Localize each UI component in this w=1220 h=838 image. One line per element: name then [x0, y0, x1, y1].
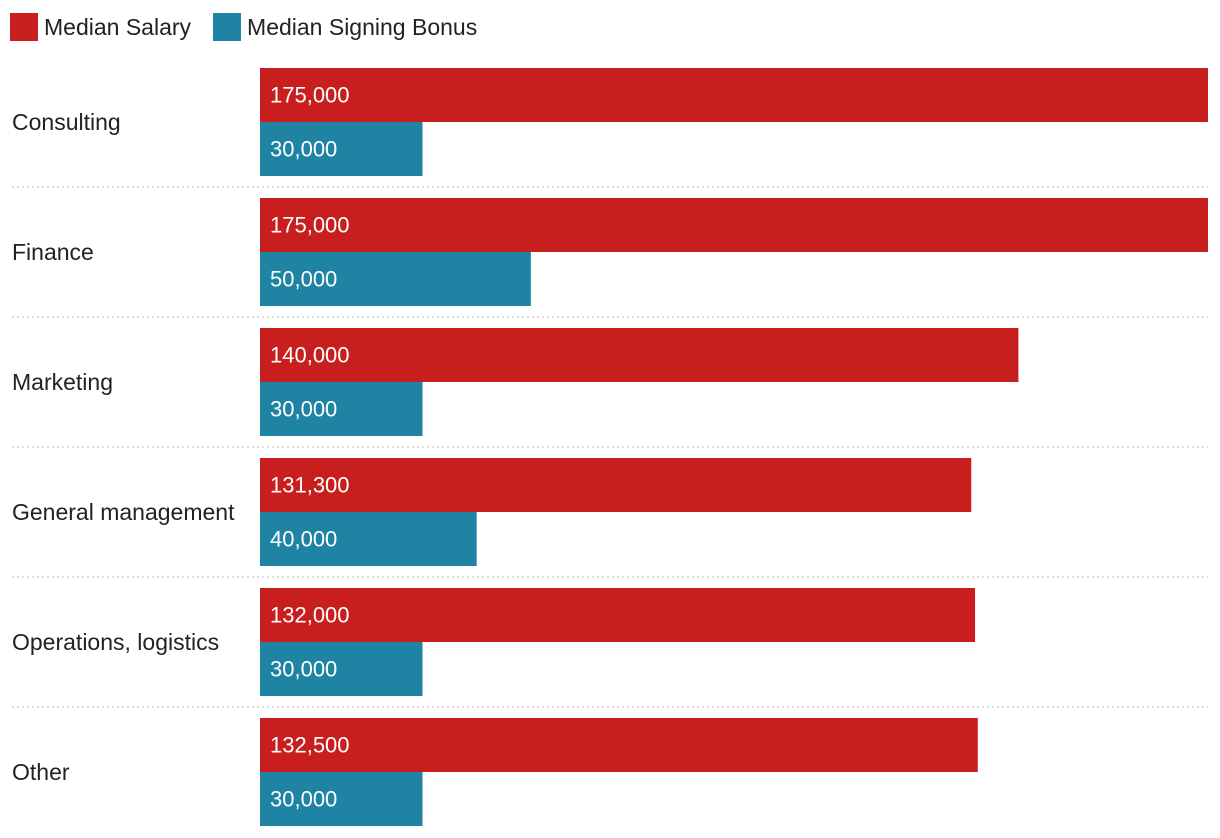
data-label-median-salary-finance: 175,000	[270, 213, 350, 238]
data-label-median-signing-bonus-operations-logistics: 30,000	[270, 657, 337, 682]
bar-median-signing-bonus-finance	[260, 252, 531, 306]
bar-median-salary-operations-logistics	[260, 588, 976, 642]
bar-median-signing-bonus-general-management	[260, 512, 477, 566]
bar-median-salary-finance	[260, 198, 1208, 252]
bar-median-signing-bonus-other	[260, 772, 423, 826]
bar-median-salary-marketing	[260, 328, 1019, 382]
bar-median-salary-other	[260, 718, 978, 772]
data-label-median-signing-bonus-consulting: 30,000	[270, 137, 337, 162]
data-label-median-signing-bonus-other: 30,000	[270, 787, 337, 812]
bar-median-salary-general-management	[260, 458, 972, 512]
data-label-median-signing-bonus-finance: 50,000	[270, 267, 337, 292]
legend: Median Salary Median Signing Bonus	[10, 12, 499, 42]
bar-median-salary-consulting	[260, 68, 1208, 122]
category-label-consulting: Consulting	[12, 109, 121, 135]
bar-median-signing-bonus-consulting	[260, 122, 423, 176]
data-label-median-salary-consulting: 175,000	[270, 83, 350, 108]
data-label-median-salary-other: 132,500	[270, 733, 350, 758]
bar-median-signing-bonus-operations-logistics	[260, 642, 423, 696]
bar-median-signing-bonus-marketing	[260, 382, 423, 436]
legend-swatch-median-salary	[10, 13, 38, 41]
category-label-operations-logistics: Operations, logistics	[12, 629, 219, 655]
legend-label-median-salary: Median Salary	[44, 13, 192, 40]
data-label-median-signing-bonus-marketing: 30,000	[270, 397, 337, 422]
category-label-finance: Finance	[12, 239, 94, 265]
legend-item-median-signing-bonus: Median Signing Bonus	[213, 13, 477, 41]
legend-swatch-median-signing-bonus	[213, 13, 242, 41]
data-label-median-signing-bonus-general-management: 40,000	[270, 527, 337, 552]
data-label-median-salary-marketing: 140,000	[270, 343, 350, 368]
data-label-median-salary-operations-logistics: 132,000	[270, 603, 350, 628]
category-label-marketing: Marketing	[12, 369, 113, 395]
legend-item-median-salary: Median Salary	[10, 13, 191, 41]
category-label-general-management: General management	[12, 499, 235, 525]
legend-label-median-signing-bonus: Median Signing Bonus	[247, 13, 478, 40]
category-label-other: Other	[12, 759, 70, 785]
data-label-median-salary-general-management: 131,300	[270, 473, 350, 498]
